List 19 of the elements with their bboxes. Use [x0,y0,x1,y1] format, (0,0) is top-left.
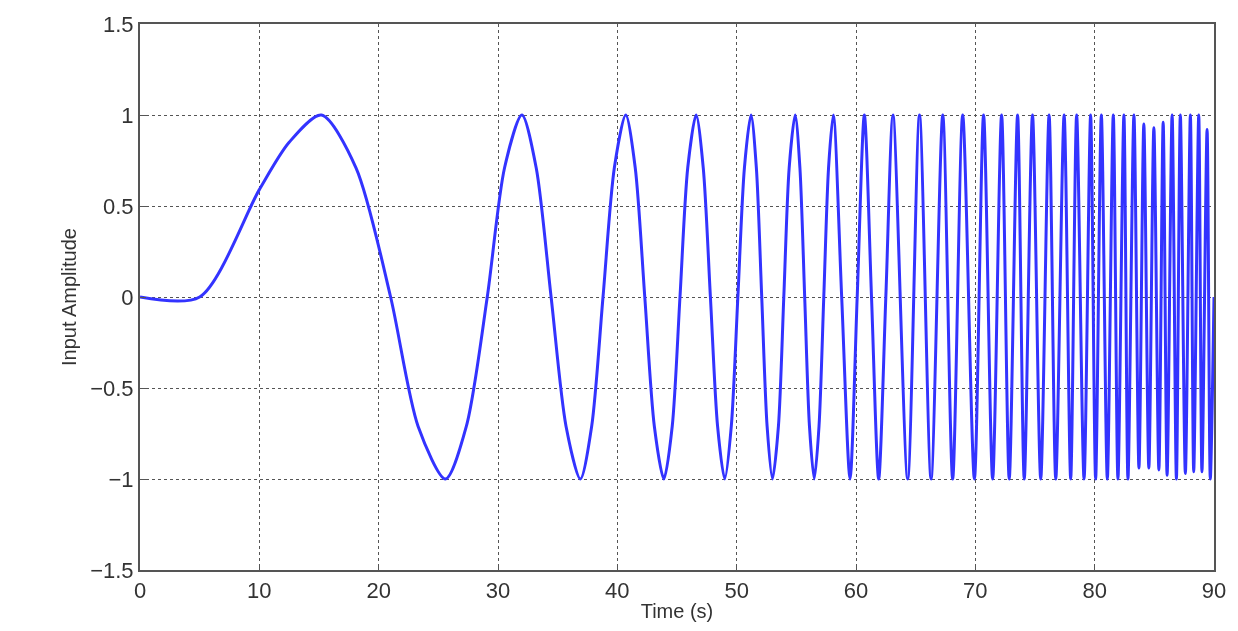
y-axis-title: Input Amplitude [58,228,81,366]
y-tick-label: −0.5 [90,375,134,401]
x-tick-label: 70 [963,578,988,604]
line-series [140,113,1214,481]
y-tick-label: −1.5 [90,557,134,583]
y-tick-label: −1 [108,466,134,492]
x-tick-label: 80 [1082,578,1107,604]
y-tick-label: 1 [121,102,134,128]
x-tick-label: 90 [1201,578,1227,604]
y-tick-label: 0.5 [103,193,134,219]
x-tick-label: 10 [247,578,272,604]
x-tick-label: 60 [843,578,869,604]
y-tick-label: 0 [121,284,134,310]
x-tick-label: 50 [724,578,749,604]
x-tick-label: 30 [485,578,511,604]
y-tick-label: 1.5 [103,11,134,37]
x-tick-label: 40 [605,578,630,604]
x-tick-label: 20 [366,578,391,604]
x-axis-title: Time (s) [640,600,714,623]
